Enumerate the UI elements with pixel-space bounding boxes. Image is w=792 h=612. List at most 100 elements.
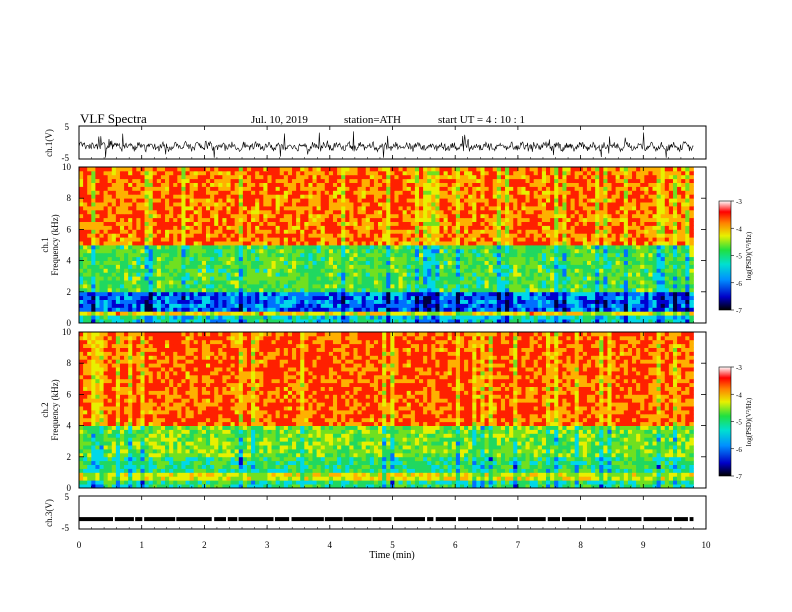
ch1-cell bbox=[124, 252, 129, 258]
ch1-cell bbox=[451, 287, 457, 293]
ch1-cell bbox=[582, 287, 588, 293]
ch1-cell bbox=[451, 221, 457, 226]
ch1-cell bbox=[607, 206, 612, 211]
ch1-cell bbox=[271, 295, 277, 300]
ch1-cell bbox=[165, 194, 170, 199]
ch1-cell bbox=[386, 202, 391, 207]
ch1-cell bbox=[136, 295, 141, 300]
ch1-cell bbox=[160, 268, 166, 273]
ch1-cell bbox=[607, 217, 612, 222]
ch1-cell bbox=[271, 268, 277, 273]
ch1-cell bbox=[533, 280, 539, 285]
ch1-cell bbox=[345, 194, 350, 199]
ch1-cell bbox=[210, 225, 215, 230]
ch1-cell bbox=[181, 237, 186, 242]
ch1-cell bbox=[689, 319, 694, 323]
ch1-cell bbox=[607, 311, 612, 316]
ch1-cell bbox=[443, 202, 449, 207]
ch1-cell bbox=[365, 248, 371, 254]
ch1-cell bbox=[230, 202, 236, 207]
ch1-cell bbox=[148, 206, 154, 211]
ch1-cell bbox=[230, 229, 236, 234]
ch1-cell bbox=[537, 287, 543, 293]
ch1-cell bbox=[419, 256, 424, 261]
ch1-cell bbox=[554, 225, 559, 230]
ch1-cell bbox=[107, 198, 113, 203]
ch1-cell bbox=[251, 268, 256, 273]
ch1-cell bbox=[111, 307, 117, 312]
ch1-cell bbox=[124, 225, 129, 230]
ch1-cell bbox=[324, 256, 330, 261]
ch1-cell bbox=[91, 237, 96, 242]
ch1-cell bbox=[636, 202, 641, 207]
ch1-cell bbox=[640, 287, 645, 293]
ch1-cell bbox=[435, 272, 440, 277]
ch1-cell bbox=[165, 252, 170, 258]
ch1-cell bbox=[140, 209, 145, 215]
ch1-cell bbox=[627, 225, 633, 230]
ch1-cell bbox=[435, 233, 440, 238]
ch1-cell bbox=[599, 241, 604, 246]
ch1-cell bbox=[455, 198, 461, 203]
ch1-cell bbox=[234, 311, 240, 316]
ch1-cell bbox=[312, 260, 317, 265]
ch1-cell bbox=[144, 237, 150, 242]
ch1-cell bbox=[599, 280, 604, 285]
ch1-cell bbox=[390, 268, 395, 273]
ch1-cell bbox=[550, 311, 555, 316]
ch1-cell bbox=[373, 248, 379, 254]
ch1-cell bbox=[115, 299, 121, 304]
ch1-cell bbox=[83, 252, 88, 258]
ch1-cell bbox=[115, 307, 121, 312]
ch1-cell bbox=[656, 194, 662, 199]
ch1-cell bbox=[205, 225, 211, 230]
ch1-cell bbox=[148, 241, 154, 246]
ch1-cell bbox=[300, 311, 305, 316]
ch1-cell bbox=[87, 291, 92, 297]
ch1-cell bbox=[595, 284, 600, 289]
ch1-cell bbox=[439, 272, 444, 277]
ch1-cell bbox=[312, 291, 317, 297]
ch1-cell bbox=[345, 315, 350, 320]
ch1-cell bbox=[234, 245, 240, 250]
ch1-cell bbox=[455, 209, 461, 215]
ch1-cell bbox=[451, 268, 457, 273]
ch1-cell bbox=[513, 202, 518, 207]
ch1-cell bbox=[87, 295, 92, 300]
ch1-cell bbox=[210, 229, 215, 234]
ch1-cell bbox=[439, 256, 444, 261]
ch1-cell bbox=[107, 252, 113, 258]
ch1-cell bbox=[345, 272, 350, 277]
ch1-cell bbox=[443, 248, 449, 254]
ch1-cell bbox=[419, 319, 424, 323]
ch1-cell bbox=[459, 206, 465, 211]
ch1-cell bbox=[263, 229, 268, 234]
ch1-cell bbox=[636, 303, 641, 308]
ch1-cell bbox=[402, 264, 408, 269]
ch1-cell bbox=[214, 295, 219, 300]
ch1-cell bbox=[124, 202, 129, 207]
ch1-cell bbox=[632, 280, 637, 285]
ch1-cell bbox=[681, 256, 686, 261]
ch1-cell bbox=[238, 233, 244, 238]
ch1-cell bbox=[283, 264, 289, 269]
ch1-cell bbox=[603, 225, 608, 230]
ch1-cell bbox=[541, 311, 547, 316]
ch1-cell bbox=[644, 256, 649, 261]
ch1-cell bbox=[570, 198, 576, 203]
ch1-cell bbox=[660, 295, 666, 300]
ch1-cell bbox=[324, 299, 330, 304]
ch1-cell bbox=[373, 217, 379, 222]
ch1-cell bbox=[615, 229, 621, 234]
ch1-cell bbox=[205, 272, 211, 277]
ch1-cell bbox=[373, 295, 379, 300]
ch1-cell bbox=[488, 194, 494, 199]
ch1-cell bbox=[197, 319, 203, 323]
ch1-cell bbox=[468, 198, 473, 203]
ch1-cell bbox=[91, 319, 96, 323]
ch1-cell bbox=[623, 307, 629, 312]
ch1-cell bbox=[312, 311, 317, 316]
ch1-cell bbox=[365, 311, 371, 316]
ch1-cell bbox=[357, 248, 363, 254]
ch1-cell bbox=[591, 245, 596, 250]
